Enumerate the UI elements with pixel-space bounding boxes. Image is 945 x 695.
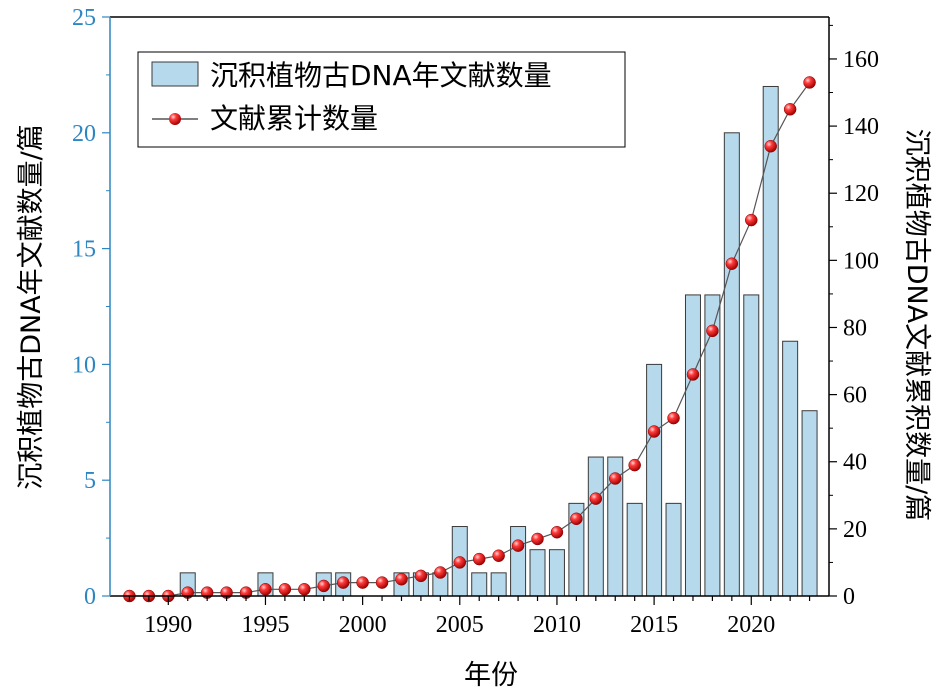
y-left-tick-label: 0 <box>84 584 96 610</box>
y-right-tick-label: 0 <box>843 584 855 610</box>
x-tick-label: 2005 <box>436 612 484 638</box>
legend-box <box>137 51 626 148</box>
y-right-tick-label: 140 <box>843 114 879 140</box>
y-right-tick-label: 60 <box>843 383 867 409</box>
bar <box>548 549 565 597</box>
x-tick-label: 2000 <box>339 612 387 638</box>
cumulative-point <box>395 572 408 586</box>
legend-bar-swatch <box>151 61 199 87</box>
cumulative-point <box>531 532 544 546</box>
bar <box>801 410 818 597</box>
cumulative-point <box>628 458 641 472</box>
bar <box>626 502 643 597</box>
cumulative-point <box>783 103 797 116</box>
cumulative-point <box>511 539 525 552</box>
y-right-tick-label: 20 <box>843 517 867 543</box>
y-left-tick-label: 25 <box>72 5 96 31</box>
cumulative-point <box>336 576 350 589</box>
x-tick-label: 2010 <box>533 612 581 638</box>
cumulative-point <box>278 583 292 596</box>
bar <box>510 526 527 597</box>
x-tick-label: 2015 <box>630 612 678 638</box>
cumulative-point <box>375 576 389 589</box>
y-left-tick-label: 20 <box>72 121 96 147</box>
cumulative-point <box>259 583 272 596</box>
cumulative-point <box>492 549 505 562</box>
y-right-tick-label: 120 <box>843 181 879 207</box>
y-axis-left-title: 沉积植物古DNA年文献数量/篇 <box>16 124 47 490</box>
cumulative-point <box>550 525 564 539</box>
cumulative-point <box>356 576 369 589</box>
cumulative-point <box>298 583 311 596</box>
cumulative-point <box>472 552 486 566</box>
cumulative-point <box>745 213 758 227</box>
cumulative-point <box>414 569 428 583</box>
y-right-tick-label: 40 <box>843 450 867 476</box>
x-axis-title: 年份 <box>464 660 518 691</box>
cumulative-point <box>570 512 583 526</box>
cumulative-point <box>686 368 700 381</box>
bar <box>684 294 701 597</box>
cumulative-series <box>123 76 816 603</box>
x-tick-label: 1990 <box>144 612 192 638</box>
legend-marker-swatch <box>169 113 181 125</box>
cumulative-point <box>647 425 661 438</box>
cumulative-point <box>803 76 816 89</box>
bar <box>490 572 507 597</box>
x-tick-label: 2020 <box>727 612 775 638</box>
cumulative-point <box>667 411 680 425</box>
bar <box>762 85 779 597</box>
legend-line-label: 文献累计数量 <box>210 102 378 135</box>
cumulative-point <box>317 579 331 593</box>
x-tick-label: 1995 <box>241 612 289 638</box>
y-axis-right-title: 沉积植物古DNA文献累积数量/篇 <box>901 129 932 522</box>
cumulative-point <box>589 492 603 505</box>
y-right-tick-label: 100 <box>843 248 879 274</box>
bar-series <box>179 85 818 597</box>
cumulative-point <box>608 472 622 485</box>
axes <box>109 16 830 597</box>
bar <box>665 502 682 597</box>
y-left-tick-label: 10 <box>72 352 96 378</box>
y-left-tick-label: 15 <box>72 237 96 263</box>
bar <box>723 132 740 597</box>
legend: 沉积植物古DNA年文献数量 文献累计数量 <box>137 51 626 148</box>
bar <box>646 363 663 597</box>
y-left-tick-label: 5 <box>84 468 96 494</box>
cumulative-point <box>706 324 719 338</box>
legend-bar-label: 沉积植物古DNA年文献数量 <box>210 59 552 92</box>
y-right-tick-label: 80 <box>843 315 867 341</box>
cumulative-point <box>453 556 467 569</box>
cumulative-point <box>434 566 447 579</box>
bar <box>587 456 604 597</box>
cumulative-point <box>725 257 739 270</box>
bar <box>782 340 799 597</box>
y-right-tick-label: 160 <box>843 47 879 73</box>
tick-labels: 1990 1995 2000 2005 2010 2015 2020 0 5 10 15 20 25 0 2… <box>72 5 879 638</box>
bar <box>529 549 546 597</box>
bar <box>743 294 760 597</box>
cumulative-point <box>764 139 777 153</box>
bar <box>471 572 488 597</box>
bar <box>704 294 721 597</box>
